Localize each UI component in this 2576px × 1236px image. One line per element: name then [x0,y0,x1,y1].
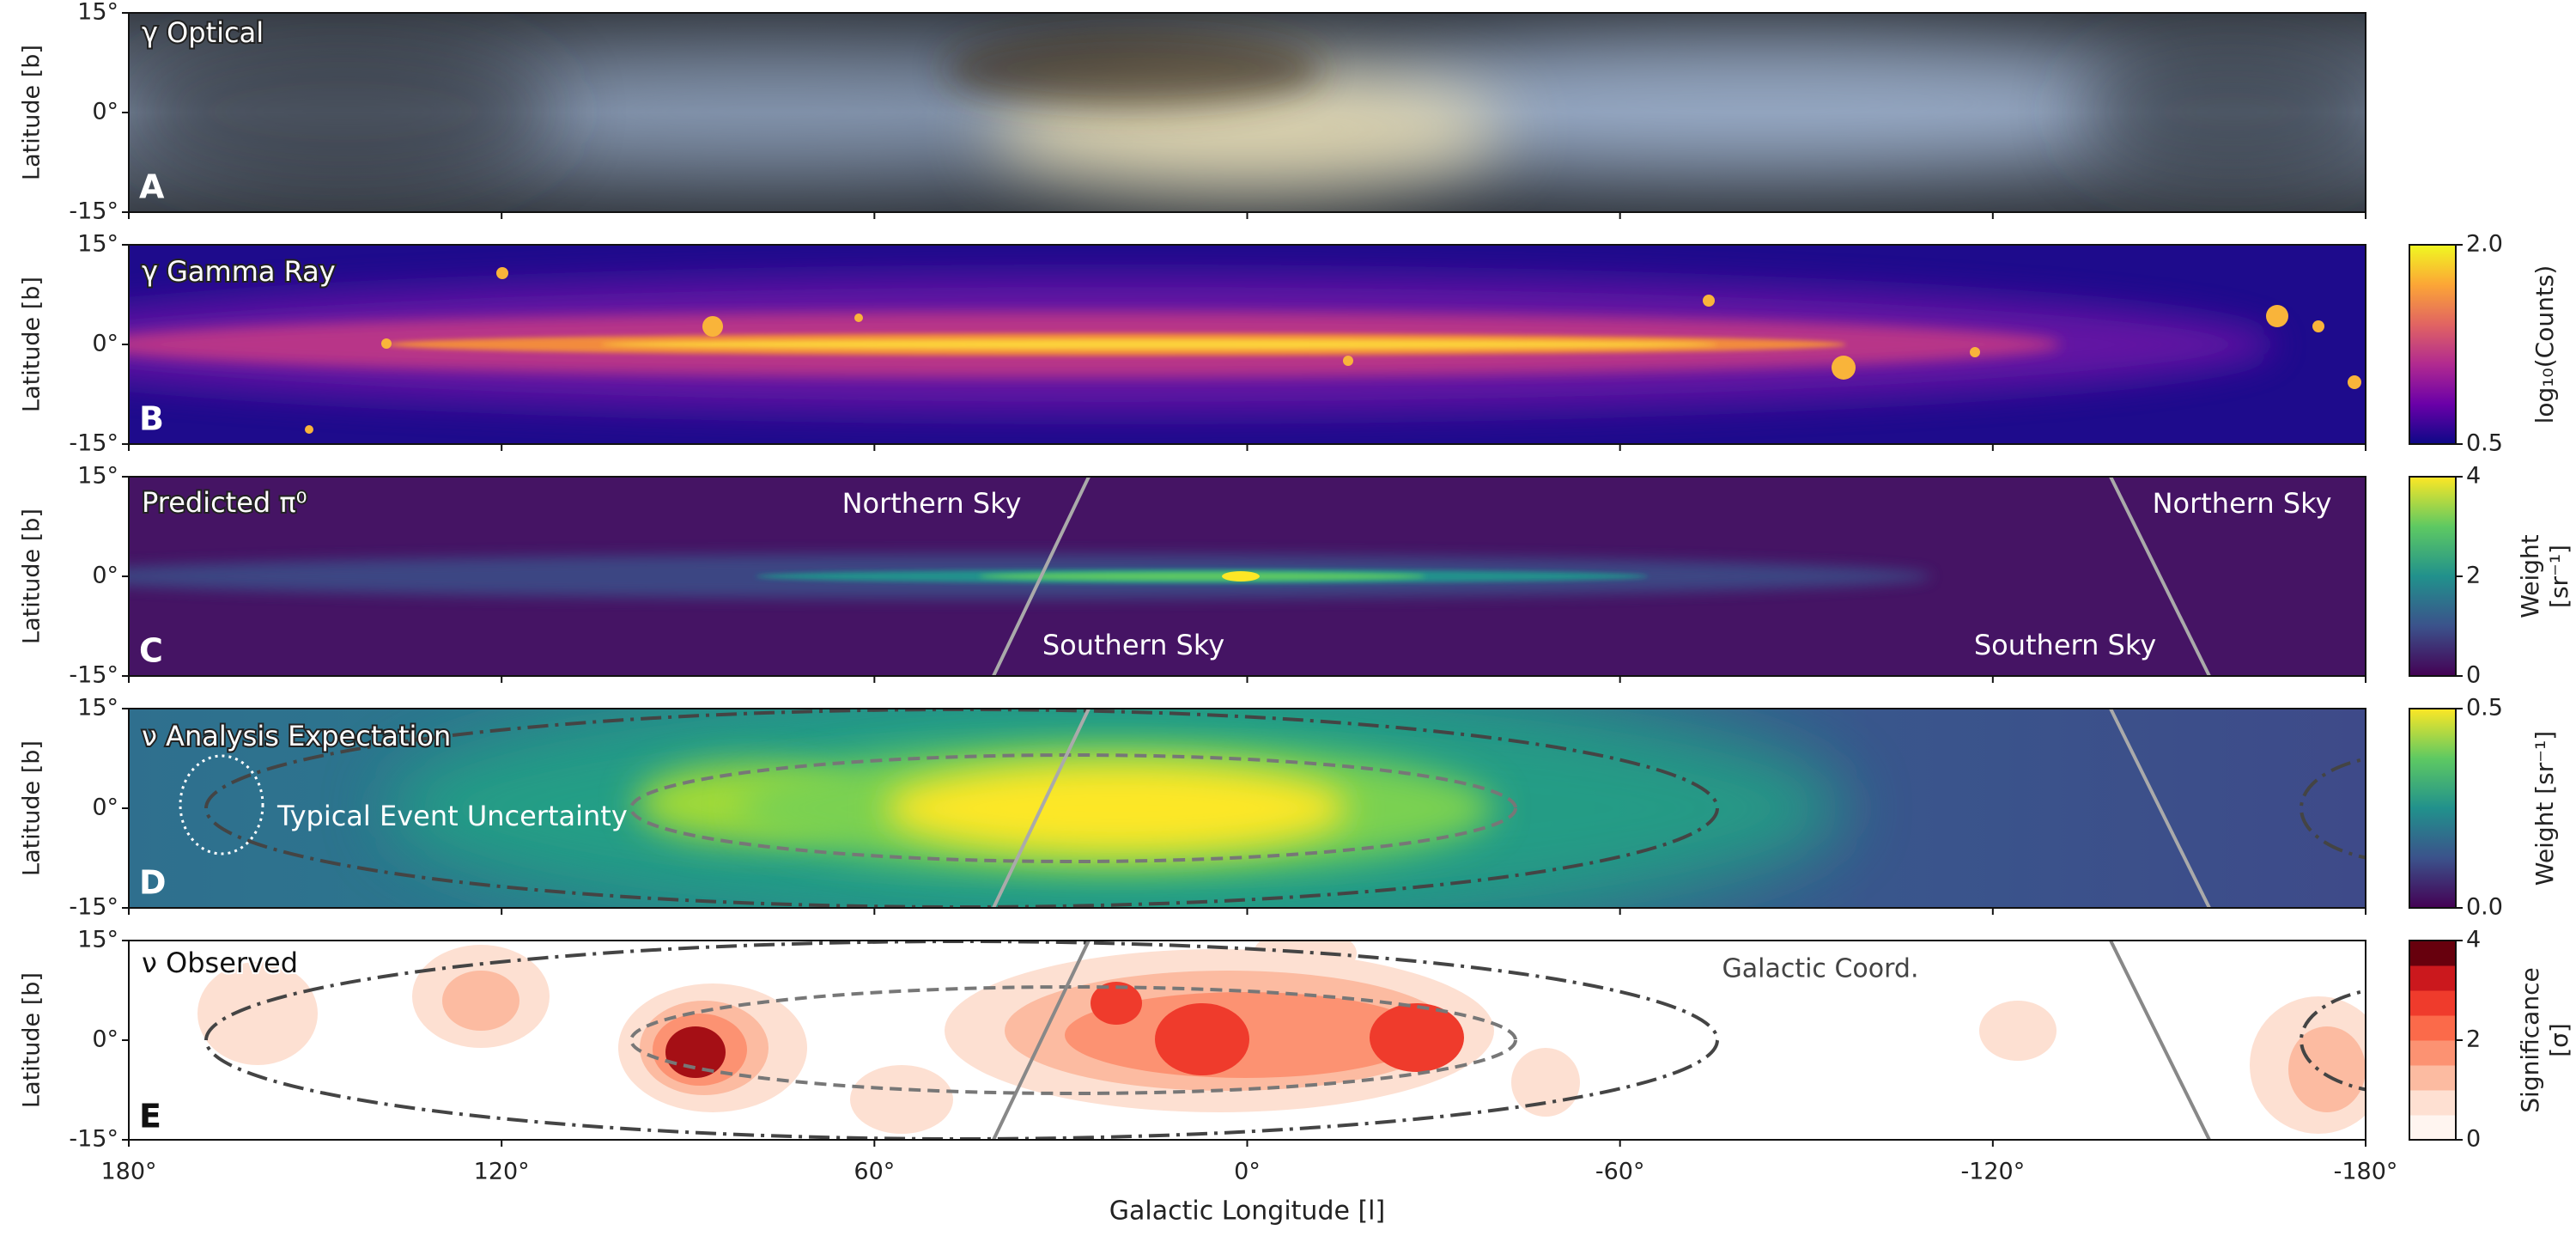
colorbar-frame [2409,244,2457,445]
y-tick-label: 0° [92,563,118,589]
colorbar-band [2409,1015,2456,1041]
colorbar-tick-label: 0 [2466,662,2481,689]
annotation: Typical Event Uncertainty [276,800,628,832]
x-tick-label: 0° [1234,1159,1261,1185]
panel-letter: E [139,1098,161,1136]
colorbar-label: log₁₀(Counts) [2530,265,2559,424]
x-tick-label: -120° [1960,1159,2025,1185]
expectation-image [129,709,2366,908]
colorbar-tick-label: 2 [2466,1026,2481,1053]
colorbar-tick-label: 0.0 [2466,894,2503,921]
optical-image [129,13,2366,212]
colorbar-band [2409,1065,2456,1091]
annotation: Northern Sky [2153,487,2332,520]
annotation: Southern Sky [1042,629,1224,661]
colorbar-label: [sr⁻¹] [2545,545,2573,608]
panel-letter: B [139,400,164,438]
colorbar-band [2409,1040,2456,1066]
x-tick-label: -60° [1595,1159,1645,1185]
annotation: Northern Sky [842,487,1022,520]
colorbar [2409,709,2456,908]
colorbar-tick-label: 4 [2466,927,2481,953]
colorbar-tick-label: 2.0 [2466,231,2503,258]
y-tick-label: 15° [77,695,118,722]
colorbar-label: Weight [sr⁻¹] [2530,731,2559,886]
panel-title: Predicted π⁰ [142,486,307,519]
y-tick-label: 15° [77,0,118,26]
gamma-ray-image [129,245,2366,444]
panel-title: ν Analysis Expectation [142,720,451,752]
y-tick-label: 15° [77,231,118,258]
panel-letter: C [139,632,163,670]
colorbar-band [2409,990,2456,1016]
colorbar-label: Significance [2516,967,2544,1112]
annotation: Southern Sky [1974,629,2156,661]
x-tick-label: 120° [474,1159,530,1185]
y-tick-label: 0° [92,99,118,125]
y-tick-label: 0° [92,1026,118,1053]
panel-title: ν Observed [142,947,298,979]
colorbar-tick-label: 0.5 [2466,695,2503,722]
y-tick-label: 0° [92,795,118,821]
y-tick-label: -15° [69,198,118,225]
colorbar-tick-label: 0 [2466,1126,2481,1153]
colorbar [2409,245,2456,444]
y-tick-label: 0° [92,331,118,357]
annotation: Galactic Coord. [1722,954,1918,984]
x-axis-label: Galactic Longitude [l] [1109,1196,1385,1227]
colorbar-tick-label: 0.5 [2466,430,2503,457]
y-tick-label: -15° [69,1126,118,1153]
colorbar-frame [2409,708,2457,909]
y-axis-label: Latitude [b] [19,740,46,876]
colorbar-band [2409,1115,2456,1141]
hemisphere-boundaries [992,476,2211,1141]
panel-title: γ Gamma Ray [142,255,336,288]
colorbar-label: [σ] [2545,1023,2573,1057]
colorbar-tick-label: 2 [2466,563,2481,589]
y-axis-label: Latitude [b] [19,45,46,180]
colorbar [2409,477,2456,676]
y-tick-label: -15° [69,430,118,457]
observed-image [129,941,2366,1140]
y-tick-label: -15° [69,662,118,689]
y-tick-label: 15° [77,463,118,490]
x-tick-label: 60° [854,1159,895,1185]
colorbar-tick-label: 4 [2466,463,2481,490]
y-axis-label: Latitude [b] [19,972,46,1108]
colorbar-band [2409,1090,2456,1116]
y-axis-label: Latitude [b] [19,277,46,412]
panel-title: γ Optical [142,16,264,49]
pion-image [129,477,2366,676]
y-tick-label: 15° [77,927,118,953]
colorbar-label: Weight [2516,534,2544,618]
colorbar-band [2409,941,2456,966]
x-tick-label: 180° [100,1159,156,1185]
panel-letter: A [139,168,165,206]
panel-letter: D [139,864,167,902]
colorbar-band [2409,965,2456,991]
y-axis-label: Latitude [b] [19,508,46,644]
y-tick-label: -15° [69,894,118,921]
x-tick-label: -180° [2334,1159,2398,1185]
